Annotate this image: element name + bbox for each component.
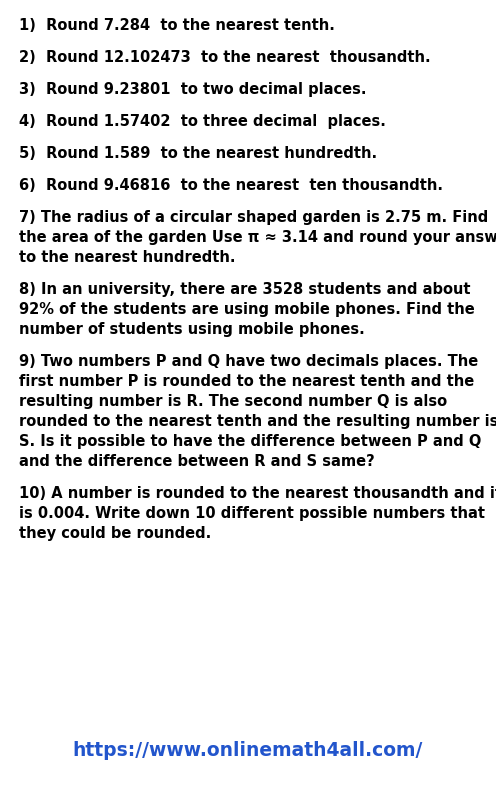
Text: 3)  Round 9.23801  to two decimal places.: 3) Round 9.23801 to two decimal places. [19, 82, 367, 97]
Text: 92% of the students are using mobile phones. Find the: 92% of the students are using mobile pho… [19, 302, 475, 317]
Text: resulting number is R. The second number Q is also: resulting number is R. The second number… [19, 394, 447, 409]
Text: 2)  Round 12.102473  to the nearest  thousandth.: 2) Round 12.102473 to the nearest thousa… [19, 50, 431, 65]
Text: 1)  Round 7.284  to the nearest tenth.: 1) Round 7.284 to the nearest tenth. [19, 18, 335, 33]
Text: https://www.onlinemath4all.com/: https://www.onlinemath4all.com/ [73, 741, 423, 760]
Text: S. Is it possible to have the difference between P and Q: S. Is it possible to have the difference… [19, 434, 481, 449]
Text: is 0.004. Write down 10 different possible numbers that: is 0.004. Write down 10 different possib… [19, 506, 485, 521]
Text: and the difference between R and S same?: and the difference between R and S same? [19, 454, 374, 469]
Text: first number P is rounded to the nearest tenth and the: first number P is rounded to the nearest… [19, 374, 474, 389]
Text: 10) A number is rounded to the nearest thousandth and it: 10) A number is rounded to the nearest t… [19, 486, 496, 501]
Text: 9) Two numbers P and Q have two decimals places. The: 9) Two numbers P and Q have two decimals… [19, 354, 478, 369]
Text: number of students using mobile phones.: number of students using mobile phones. [19, 322, 365, 337]
Text: 4)  Round 1.57402  to three decimal  places.: 4) Round 1.57402 to three decimal places… [19, 114, 386, 129]
Text: 5)  Round 1.589  to the nearest hundredth.: 5) Round 1.589 to the nearest hundredth. [19, 146, 377, 161]
Text: 8) In an university, there are 3528 students and about: 8) In an university, there are 3528 stud… [19, 282, 470, 297]
Text: rounded to the nearest tenth and the resulting number is: rounded to the nearest tenth and the res… [19, 414, 496, 429]
Text: 7) The radius of a circular shaped garden is 2.75 m. Find: 7) The radius of a circular shaped garde… [19, 210, 488, 225]
Text: they could be rounded.: they could be rounded. [19, 526, 211, 541]
Text: 6)  Round 9.46816  to the nearest  ten thousandth.: 6) Round 9.46816 to the nearest ten thou… [19, 178, 443, 193]
Text: to the nearest hundredth.: to the nearest hundredth. [19, 250, 235, 265]
Text: the area of the garden Use π ≈ 3.14 and round your answer: the area of the garden Use π ≈ 3.14 and … [19, 230, 496, 245]
